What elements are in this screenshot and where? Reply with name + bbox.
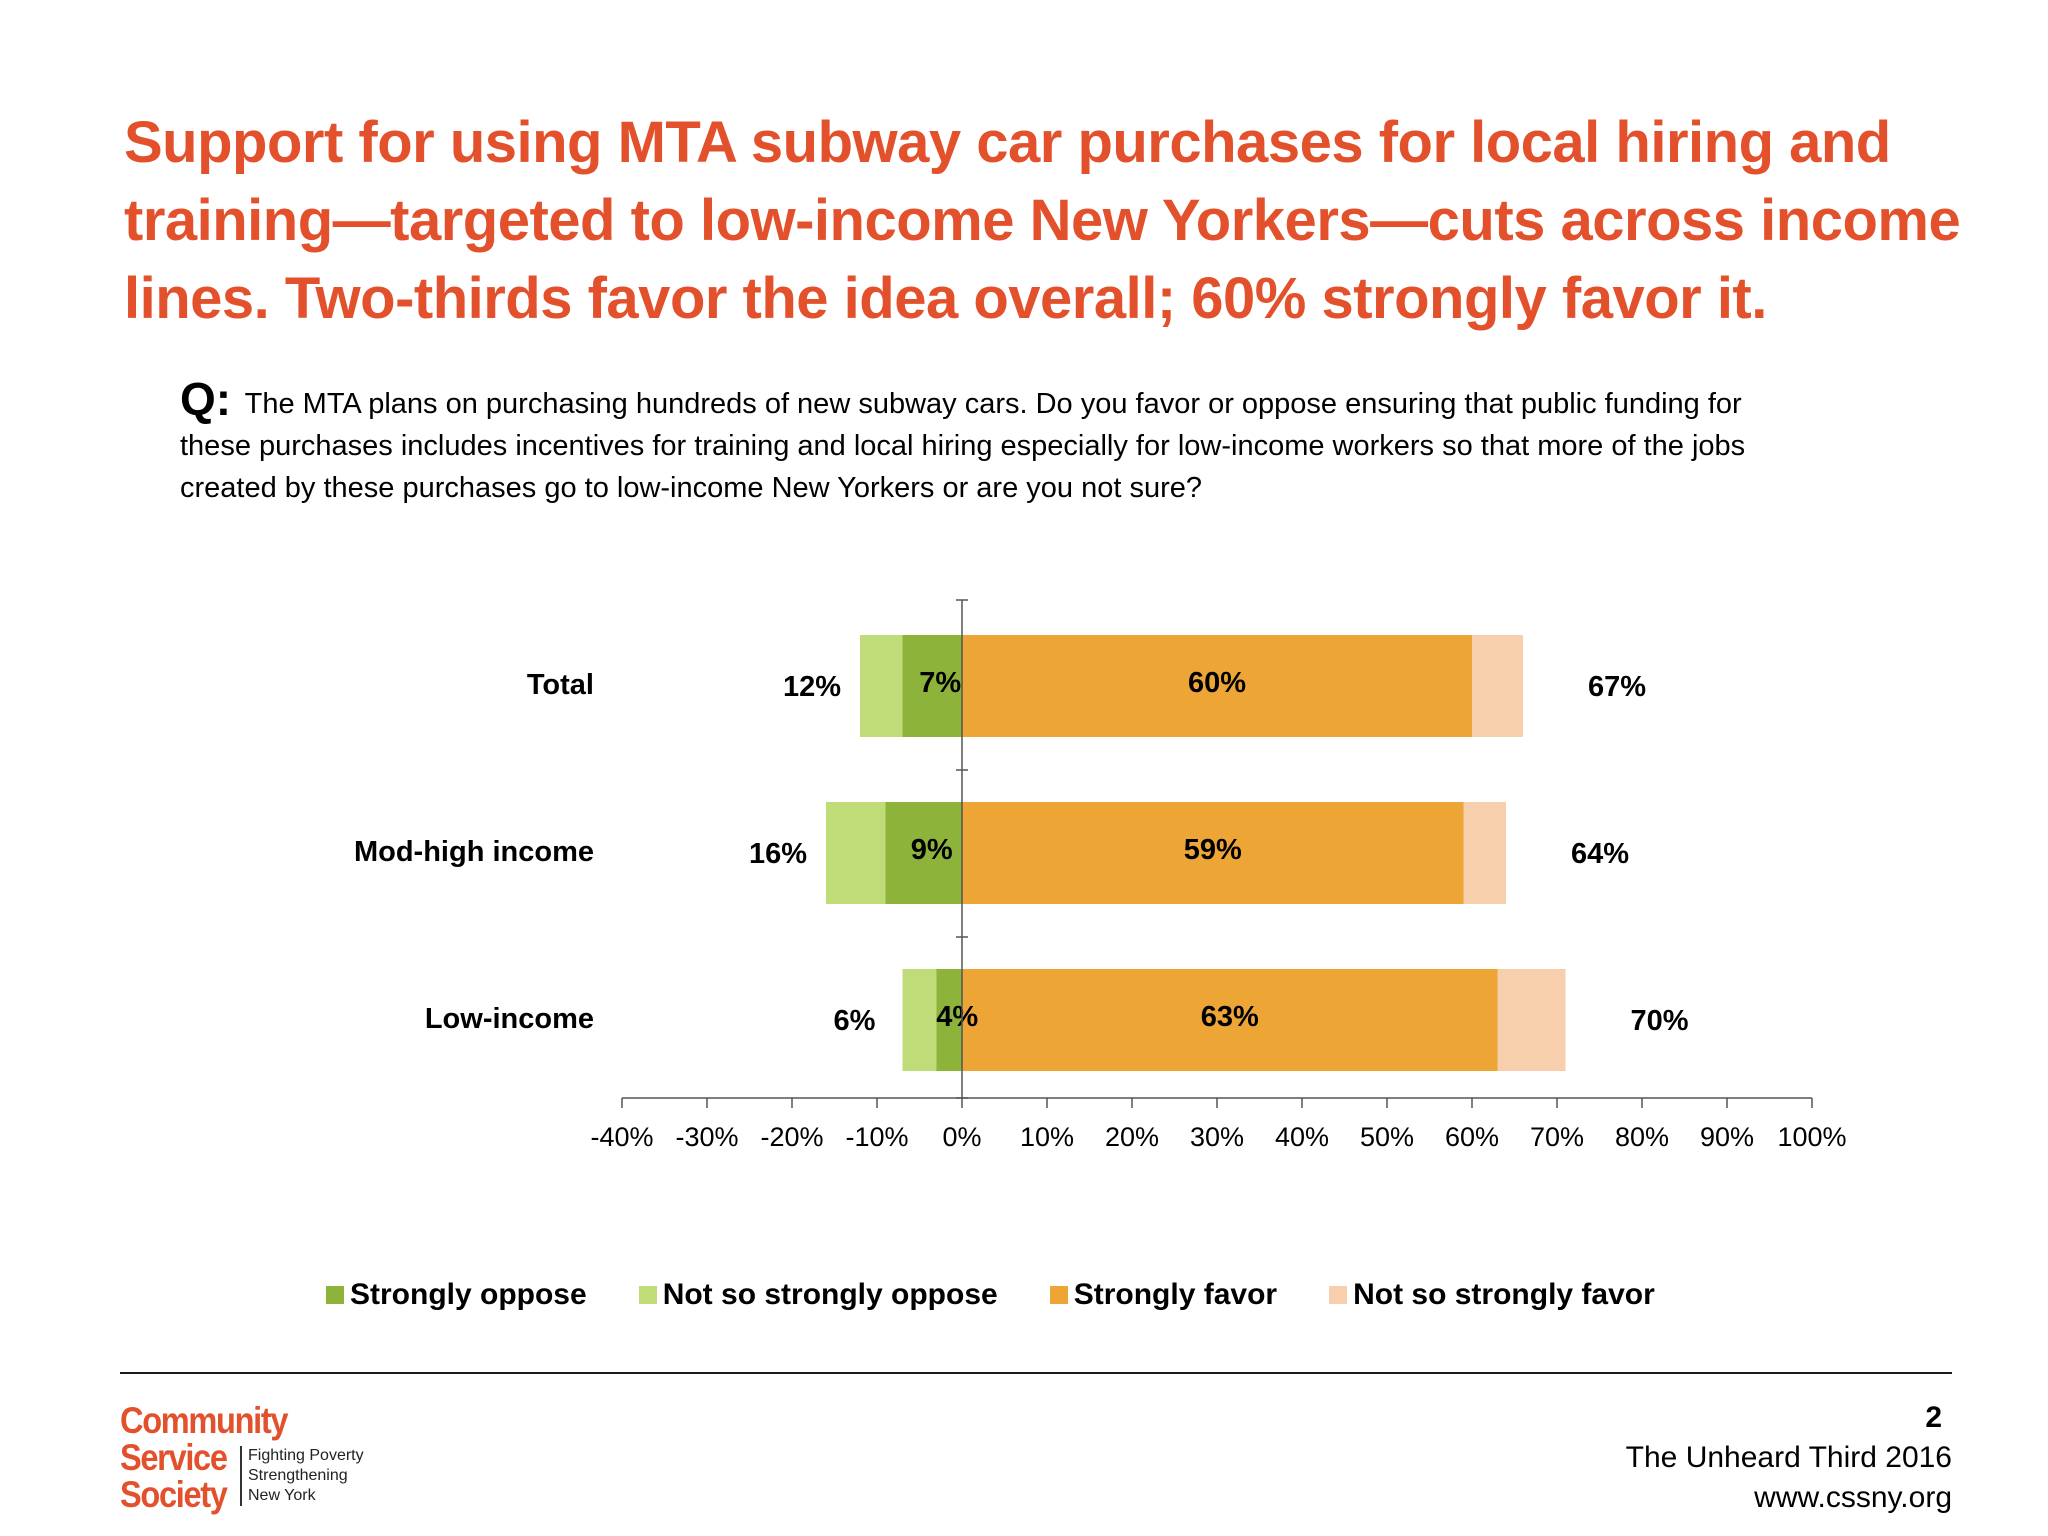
x-tick-label: -10% xyxy=(845,1122,908,1152)
question-label: Q: xyxy=(180,373,232,425)
data-label-strongly-favor: 60% xyxy=(1188,667,1246,699)
data-label-total-oppose: 16% xyxy=(749,838,807,870)
stacked-bar-chart: Total 7% 60% 12% 67% Mod-high income 9% 59% 16% 6… xyxy=(354,599,1847,1152)
survey-question: Q: The MTA plans on purchasing hundreds … xyxy=(180,376,1920,509)
data-label-total-favor: 70% xyxy=(1630,1005,1688,1037)
x-tick-label: -30% xyxy=(675,1122,738,1152)
title-line: Support for using MTA subway car purchas… xyxy=(124,110,1891,175)
bar-segment-not-so-strongly-favor xyxy=(1463,802,1506,904)
slide-title: Support for using MTA subway car purchas… xyxy=(124,104,1961,338)
bar-segment-not-so-strongly-oppose xyxy=(826,802,886,904)
legend-item-not-so-strongly-oppose: Not so strongly oppose xyxy=(638,1278,998,1312)
website-url: www.cssny.org xyxy=(1754,1481,1952,1514)
bar-segment-not-so-strongly-favor xyxy=(1472,635,1523,737)
legend-item-not-so-strongly-favor: Not so strongly favor xyxy=(1329,1278,1655,1312)
logo-line: Community xyxy=(120,1400,289,1441)
logo-wordmark: Community Service Society xyxy=(120,1400,289,1515)
question-text: The MTA plans on purchasing hundreds of … xyxy=(244,388,1742,420)
data-label-total-oppose: 12% xyxy=(783,671,841,703)
bar-segment-strongly-favor xyxy=(962,635,1472,737)
x-tick-label: 20% xyxy=(1105,1122,1159,1152)
legend-label: Not so strongly oppose xyxy=(662,1278,998,1311)
legend-item-strongly-favor: Strongly favor xyxy=(1049,1278,1278,1312)
footer-divider xyxy=(120,1372,1952,1374)
x-tick-label: 60% xyxy=(1445,1122,1499,1152)
organization-logo: Community Service Society Fighting Pover… xyxy=(120,1400,364,1515)
question-line: these purchases includes incentives for … xyxy=(180,430,1746,462)
tagline-line: New York xyxy=(248,1487,316,1504)
page-number: 2 xyxy=(1925,1401,1942,1434)
category-label: Total xyxy=(527,669,594,701)
x-tick-label: 100% xyxy=(1777,1122,1846,1152)
x-tick-label: 90% xyxy=(1700,1122,1754,1152)
x-tick-label: 40% xyxy=(1275,1122,1329,1152)
bar-segment-strongly-favor xyxy=(962,802,1464,904)
legend-swatch xyxy=(1329,1286,1348,1304)
x-tick-label: 80% xyxy=(1615,1122,1669,1152)
bar-segment-not-so-strongly-favor xyxy=(1497,969,1566,1071)
publication-name: The Unheard Third 2016 xyxy=(1625,1441,1952,1474)
bar-segment-not-so-strongly-oppose xyxy=(902,969,937,1071)
data-label-strongly-favor: 63% xyxy=(1201,1001,1259,1033)
slide-footer: 2 The Unheard Third 2016 www.cssny.org xyxy=(1626,1398,1952,1518)
data-label-strongly-oppose: 4% xyxy=(936,1001,978,1033)
data-label-strongly-oppose: 7% xyxy=(919,667,961,699)
data-label-total-oppose: 6% xyxy=(834,1005,876,1037)
bar-segment-not-so-strongly-oppose xyxy=(860,635,903,737)
category-label: Low-income xyxy=(425,1003,594,1035)
data-label-total-favor: 67% xyxy=(1588,671,1646,703)
x-tick-label: -40% xyxy=(590,1122,653,1152)
bar-segment-strongly-favor xyxy=(962,969,1498,1071)
legend-label: Strongly favor xyxy=(1073,1278,1278,1311)
x-tick-label: 10% xyxy=(1020,1122,1074,1152)
x-tick-label: 50% xyxy=(1360,1122,1414,1152)
legend-label: Strongly oppose xyxy=(350,1278,587,1311)
logo-line: Society xyxy=(120,1474,228,1515)
category-label: Mod-high income xyxy=(354,836,594,868)
tagline-line: Fighting Poverty xyxy=(248,1447,364,1464)
bar-segment-strongly-oppose xyxy=(936,969,962,1071)
legend-swatch xyxy=(638,1286,657,1304)
data-label-total-favor: 64% xyxy=(1571,838,1629,870)
tagline-line: Strengthening xyxy=(248,1467,348,1484)
data-label-strongly-favor: 59% xyxy=(1184,834,1242,866)
x-tick-label: 0% xyxy=(942,1122,981,1152)
legend-swatch xyxy=(1049,1286,1068,1304)
legend-label: Not so strongly favor xyxy=(1353,1278,1655,1311)
x-tick-label: 30% xyxy=(1190,1122,1244,1152)
legend-swatch xyxy=(326,1286,344,1304)
question-line: created by these purchases go to low-inc… xyxy=(180,472,1202,504)
legend-item-strongly-oppose: Strongly oppose xyxy=(326,1278,587,1312)
question-line: Q: The MTA plans on purchasing hundreds … xyxy=(180,376,1920,425)
chart-legend: Strongly oppose Not so strongly oppose S… xyxy=(326,1278,1707,1312)
bar-segment-strongly-oppose xyxy=(885,802,962,904)
title-line: lines. Two-thirds favor the idea overall… xyxy=(124,266,1767,331)
bar-segment-strongly-oppose xyxy=(902,635,962,737)
title-line: training—targeted to low-income New York… xyxy=(124,188,1961,253)
x-tick-label: -20% xyxy=(760,1122,823,1152)
logo-tagline: Fighting Poverty Strengthening New York xyxy=(240,1446,364,1506)
logo-line: Service xyxy=(120,1437,228,1478)
x-tick-label: 70% xyxy=(1530,1122,1584,1152)
data-label-strongly-oppose: 9% xyxy=(911,834,953,866)
